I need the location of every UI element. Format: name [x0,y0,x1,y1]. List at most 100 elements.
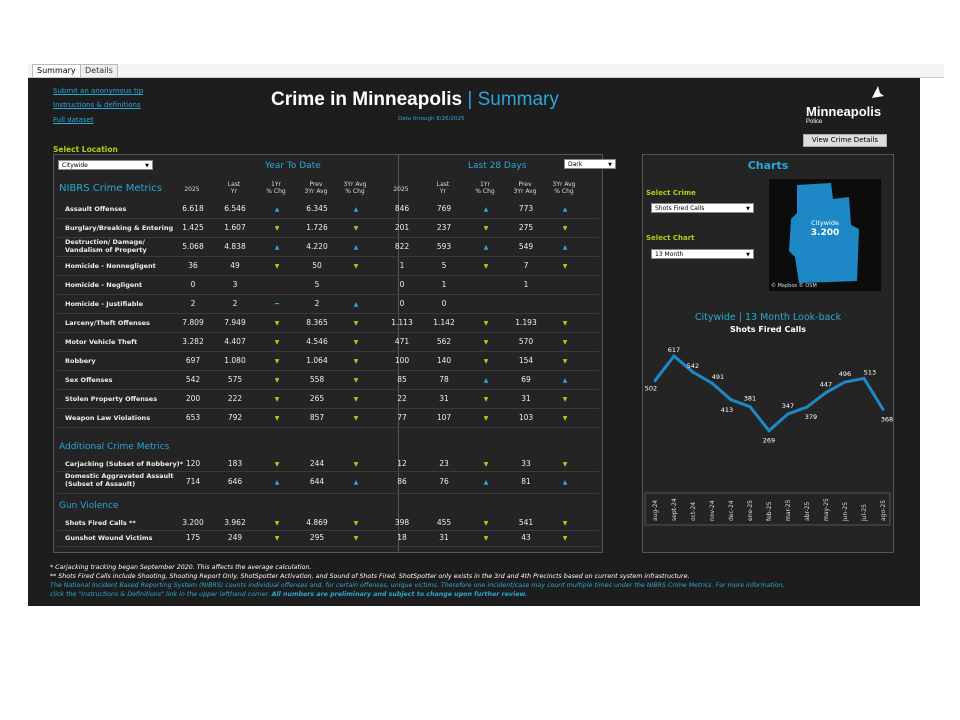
location-select[interactable]: Citywide ▼ [58,160,153,170]
table-row: Homicide - Nonnegligent 36 49 ▼ 50 ▼ 1 5 ▼ 7 ▼ [57,256,599,276]
metric-value: 43 [521,533,531,542]
metric-value: 769 [436,203,452,213]
data-point[interactable] [729,398,733,402]
trend-down-icon: ▼ [353,395,359,403]
metric-value: 3 [232,279,238,289]
metric-value: 562 [436,336,452,346]
metric-name: Shots Fired Calls ** [65,518,136,527]
metric-value: 1.113 [391,317,413,327]
table-row: Motor Vehicle Theft 3.282 4.407 ▼ 4.546 ▼ 471 5… [57,332,599,352]
trend-down-icon: ▼ [562,357,568,365]
anonymous-tip-link[interactable]: Submit an anonymous tip [53,87,144,95]
dashboard: Submit an anonymous tip Instructions & d… [28,78,920,606]
trend-up-icon: ▲ [562,376,568,384]
table-row: Robbery 697 1.080 ▼ 1.064 ▼ 100 140 ▼ 154 ▼ [57,351,599,371]
trend-down-icon: ▼ [483,460,489,468]
trend-down-icon: ▼ [274,338,280,346]
metric-name: Sex Offenses [65,375,113,384]
crime-select[interactable]: Shots Fired Calls ▼ [651,203,754,213]
data-label: 496 [839,370,851,378]
data-point[interactable] [710,381,714,385]
additional-metrics-header: Additional Crime Metrics [59,442,170,452]
citywide-map[interactable]: Citywide 3.200 © Mapbox © OSM [769,179,881,291]
metric-name: Homicide - Negligent [65,280,143,289]
trend-down-icon: ▼ [483,338,489,346]
metric-value: 154 [518,355,534,365]
view-crime-details-button[interactable]: View Crime Details [803,134,887,147]
trend-down-icon: ▼ [483,414,489,422]
x-tick-label: oct-24 [690,502,697,521]
metric-value: 714 [185,477,201,486]
location-value: Citywide [62,162,88,169]
column-header: 1Yr % Chg [266,181,286,195]
chart-subtitle: Shots Fired Calls [730,325,806,334]
data-label: 347 [782,402,794,410]
data-point[interactable] [824,391,828,394]
x-tick-label: ene-25 [747,500,754,521]
metric-value: 69 [521,374,531,384]
trend-down-icon: ▼ [562,535,568,542]
column-header: 2025 [393,186,409,193]
column-header: Prev 3Yr Avg [304,181,328,195]
footnote-carjacking: * Carjacking tracking began September 20… [50,564,312,571]
metric-value: 200 [185,393,201,403]
crime-value: Shots Fired Calls [655,205,705,212]
x-tick-label: aug-24 [652,500,659,521]
x-tick-label: abr-25 [804,501,811,521]
metric-name: Stolen Property Offenses [65,394,158,403]
metric-name: Larceny/Theft Offenses [65,318,150,327]
tab-details[interactable]: Details [80,64,118,77]
metric-value: 593 [436,241,452,251]
metric-value: 0 [441,298,447,308]
title-main: Crime in Minneapolis [271,89,463,110]
tab-summary[interactable]: Summary [32,64,81,77]
trend-down-icon: ▼ [483,519,489,527]
trend-down-icon: ▼ [353,376,359,384]
chart-select[interactable]: 13 Month ▼ [651,249,754,259]
table-row: Homicide - Justifiable 2 2 ━ 2 ▲ 0 0 [57,294,599,314]
trend-down-icon: ▼ [562,224,568,232]
metric-value: 792 [227,412,243,422]
table-row: Domestic Aggravated Assault (Subset of A… [57,471,599,494]
x-tick-label: jun-25 [842,502,849,522]
title-sub: Summary [477,89,559,110]
trend-down-icon: ▼ [483,535,489,542]
data-point[interactable] [881,407,885,411]
trend-down-icon: ▼ [483,357,489,365]
data-point[interactable] [805,405,809,409]
metric-value: 22 [397,393,407,403]
metric-value: 140 [436,355,452,365]
data-point[interactable] [843,380,847,384]
data-point[interactable] [786,412,790,416]
footnote-instructions: click the "Instructions & Definitions" l… [50,591,527,598]
column-header: Last Yr [227,181,241,195]
metric-name: Motor Vehicle Theft [65,337,138,346]
metric-value: 5 [314,279,320,289]
data-label: 379 [805,413,817,421]
trend-up-icon: ▲ [483,243,489,251]
data-label: 269 [763,437,775,445]
trend-down-icon: ▼ [353,224,359,232]
data-point[interactable] [748,405,752,409]
trend-down-icon: ▼ [274,460,280,468]
data-point[interactable] [691,370,695,374]
metric-value: 265 [309,393,325,403]
chevron-down-icon: ▼ [145,163,149,169]
metric-value: 455 [436,517,452,527]
instructions-link[interactable]: Instructions & definitions [53,101,141,109]
data-point[interactable] [672,354,676,358]
metric-value: 107 [436,412,452,422]
trend-down-icon: ▼ [483,319,489,327]
data-point[interactable] [767,429,771,433]
full-dataset-link[interactable]: Full dataset [53,116,94,124]
metric-value: 822 [394,241,410,251]
theme-select[interactable]: Dark ▼ [564,159,616,169]
metric-value: 249 [227,533,243,542]
trend-up-icon: ▲ [483,376,489,384]
metric-name: Burglary/Breaking & Entering [65,223,174,232]
data-point[interactable] [862,376,866,380]
trend-down-icon: ▼ [274,319,280,327]
metric-value: 275 [518,222,534,232]
metric-value: 646 [227,477,243,486]
data-point[interactable] [653,379,657,383]
